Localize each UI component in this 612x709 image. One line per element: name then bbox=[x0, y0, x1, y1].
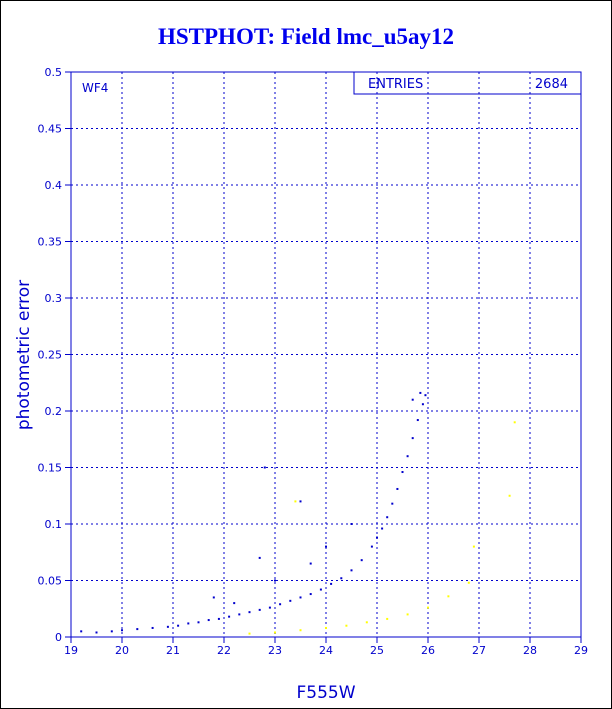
data-point bbox=[110, 630, 113, 633]
data-point bbox=[401, 471, 404, 474]
x-tick-label: 21 bbox=[166, 644, 180, 657]
data-point bbox=[508, 494, 511, 497]
data-point bbox=[467, 581, 470, 584]
y-tick-label: 0.3 bbox=[45, 292, 63, 305]
y-tick-label: 0.1 bbox=[45, 518, 63, 531]
chart-title: HSTPHOT: Field lmc_u5ay12 bbox=[157, 24, 455, 49]
data-point bbox=[136, 628, 139, 631]
y-tick-label: 0.35 bbox=[38, 236, 63, 249]
data-point bbox=[424, 394, 427, 397]
data-point bbox=[427, 606, 429, 609]
data-point bbox=[370, 545, 373, 548]
data-point bbox=[177, 624, 180, 627]
data-point bbox=[340, 577, 343, 580]
data-point bbox=[365, 621, 368, 624]
data-point bbox=[319, 588, 322, 591]
x-tick-label: 20 bbox=[115, 644, 129, 657]
data-point bbox=[391, 502, 394, 505]
x-tick-label: 19 bbox=[64, 644, 78, 657]
x-tick-label: 27 bbox=[472, 644, 486, 657]
data-point bbox=[294, 500, 297, 503]
y-tick-label: 0.25 bbox=[38, 349, 63, 362]
data-point bbox=[345, 624, 348, 627]
y-tick-label: 0.2 bbox=[45, 405, 63, 418]
x-tick-label: 26 bbox=[421, 644, 435, 657]
data-point bbox=[411, 437, 414, 440]
data-point bbox=[207, 619, 210, 622]
data-point bbox=[289, 599, 292, 602]
data-point bbox=[299, 629, 302, 632]
data-point bbox=[248, 632, 251, 635]
data-point bbox=[381, 527, 384, 530]
x-axis-title: F555W bbox=[296, 683, 355, 703]
y-tick-label: 0.5 bbox=[45, 66, 63, 79]
y-tick-label: 0.45 bbox=[38, 123, 63, 136]
data-point bbox=[274, 631, 276, 634]
data-point bbox=[151, 626, 154, 629]
x-tick-label: 22 bbox=[217, 644, 231, 657]
data-point bbox=[421, 403, 424, 406]
data-point bbox=[217, 617, 220, 620]
data-point bbox=[416, 419, 419, 422]
y-tick-label: 0 bbox=[55, 631, 62, 644]
data-point bbox=[411, 398, 414, 401]
y-tick-label: 0.05 bbox=[38, 575, 63, 588]
stats-entries-value: 2684 bbox=[535, 77, 568, 92]
data-point bbox=[386, 617, 389, 620]
tick-labels: 19 20 21 22 23 24 25 26 27 28 29 0 0.05 0.1 0.15 0.2 0.2… bbox=[38, 66, 589, 657]
data-point bbox=[166, 625, 169, 628]
y-axis-title: photometric error bbox=[14, 280, 34, 430]
data-point bbox=[396, 487, 399, 490]
data-point bbox=[258, 556, 261, 559]
data-point bbox=[447, 595, 450, 598]
data-point bbox=[274, 579, 276, 582]
data-point bbox=[472, 545, 475, 548]
data-point bbox=[95, 631, 98, 634]
data-point bbox=[330, 582, 333, 585]
data-point bbox=[309, 562, 312, 565]
x-tick-label: 24 bbox=[319, 644, 333, 657]
data-point bbox=[263, 466, 266, 469]
data-point bbox=[513, 421, 516, 424]
x-tick-label: 23 bbox=[268, 644, 282, 657]
data-point bbox=[121, 629, 123, 632]
data-point bbox=[360, 559, 363, 562]
data-point bbox=[258, 608, 261, 611]
data-point bbox=[406, 613, 409, 616]
data-point bbox=[279, 603, 282, 606]
data-point bbox=[406, 455, 409, 458]
data-point bbox=[299, 596, 302, 599]
y-tick-label: 0.4 bbox=[45, 179, 63, 192]
stats-box bbox=[353, 71, 582, 95]
data-point bbox=[187, 622, 190, 625]
x-tick-label: 25 bbox=[370, 644, 384, 657]
x-tick-label: 29 bbox=[574, 644, 588, 657]
stats-entries-label: ENTRIES bbox=[368, 77, 423, 92]
data-point bbox=[197, 621, 200, 624]
data-point bbox=[299, 500, 302, 503]
data-point bbox=[350, 523, 353, 525]
data-point bbox=[248, 611, 251, 614]
data-point bbox=[268, 606, 271, 609]
data-point bbox=[212, 596, 215, 599]
data-point bbox=[228, 615, 231, 618]
data-point bbox=[325, 545, 327, 548]
data-point bbox=[309, 593, 312, 596]
data-point bbox=[350, 569, 353, 572]
x-tick-label: 28 bbox=[523, 644, 537, 657]
panel-label: WF4 bbox=[82, 81, 108, 95]
data-point bbox=[80, 630, 83, 633]
y-tick-label: 0.15 bbox=[38, 462, 63, 475]
data-point bbox=[376, 536, 378, 539]
data-point bbox=[238, 613, 241, 616]
data-points bbox=[80, 391, 516, 635]
grid-layer bbox=[71, 72, 581, 637]
data-point bbox=[386, 516, 389, 519]
data-point bbox=[325, 626, 327, 629]
data-point bbox=[419, 391, 422, 394]
data-point bbox=[233, 602, 236, 605]
